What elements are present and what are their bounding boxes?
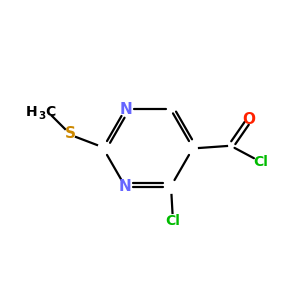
Text: O: O — [242, 112, 256, 128]
Text: 3: 3 — [38, 111, 45, 121]
Text: N: N — [119, 101, 132, 116]
Text: C: C — [45, 105, 55, 119]
Text: S: S — [64, 127, 76, 142]
Text: Cl: Cl — [254, 155, 268, 169]
Text: H: H — [26, 105, 37, 119]
Text: Cl: Cl — [165, 214, 180, 228]
Text: N: N — [119, 179, 132, 194]
